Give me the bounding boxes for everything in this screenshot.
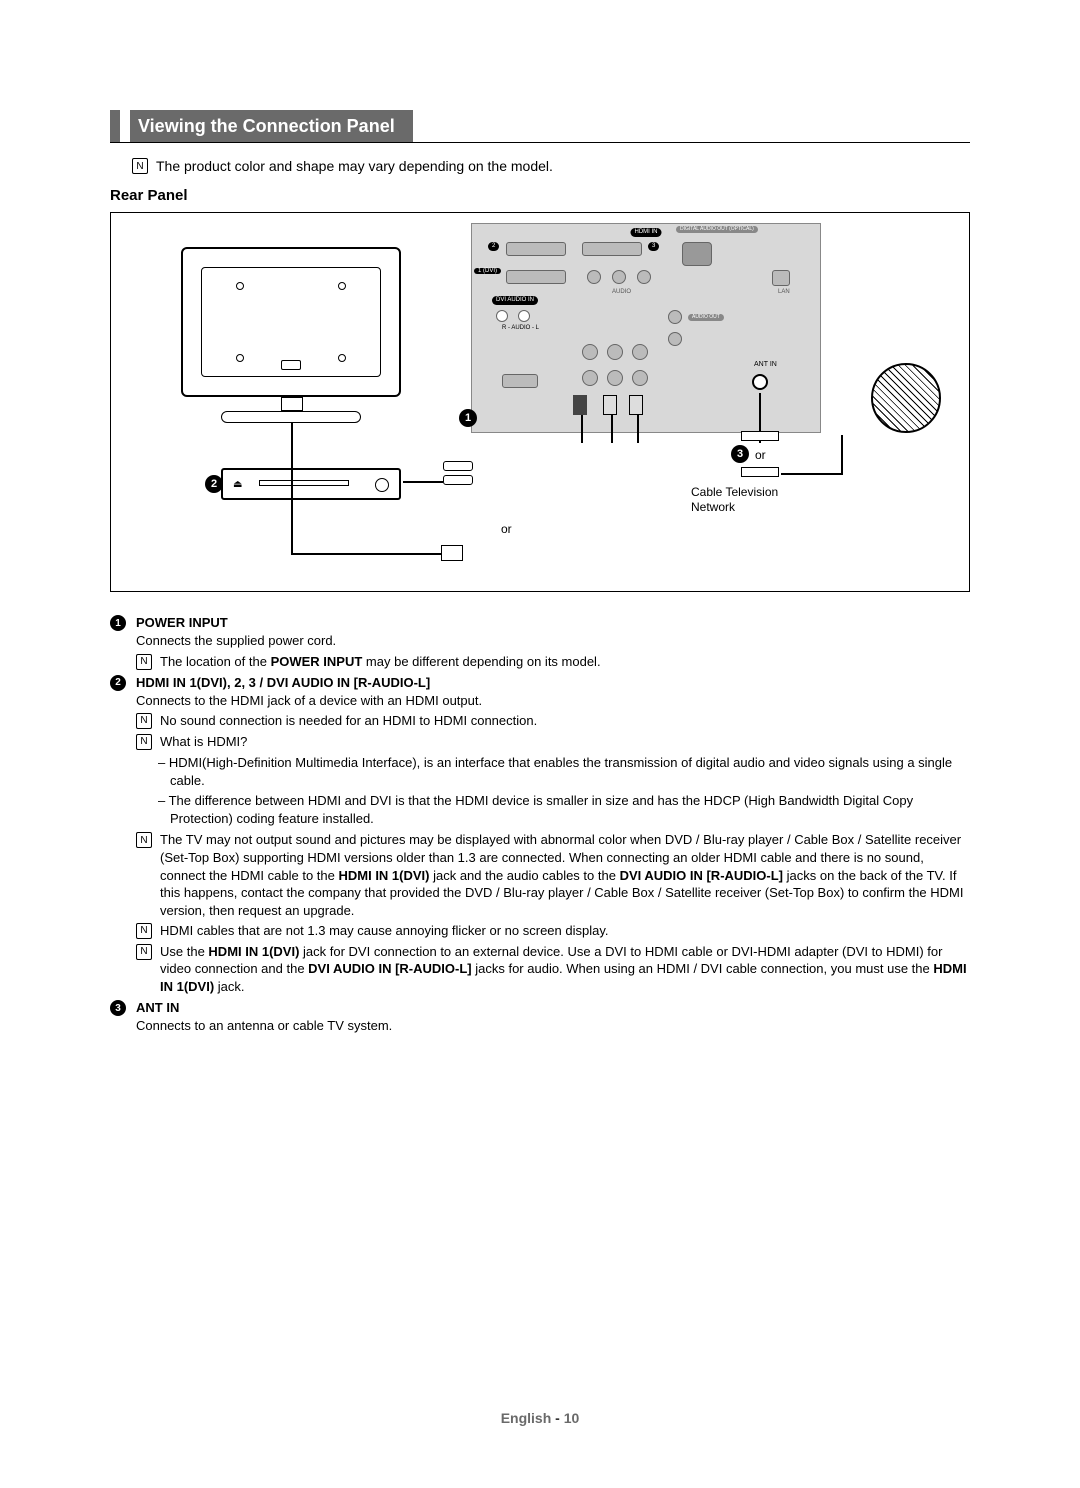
item-note: N No sound connection is needed for an HD… <box>136 712 970 730</box>
label-digital-audio: DIGITAL AUDIO OUT (OPTICAL) <box>676 226 758 233</box>
diagram-marker-3: 3 <box>731 445 749 463</box>
note-icon: N <box>136 654 152 670</box>
item-description: Connects the supplied power cord. <box>136 632 970 650</box>
dvd-player: ⏏ <box>221 468 401 500</box>
label-audio-out: AUDIO OUT <box>688 314 724 321</box>
label-ant-in: ANT IN <box>750 360 781 369</box>
item-title: HDMI IN 1(DVI), 2, 3 / DVI AUDIO IN [R-A… <box>136 674 970 692</box>
label-port2: 2 <box>488 242 499 250</box>
item-note-text: Use the HDMI IN 1(DVI) jack for DVI conn… <box>160 943 970 996</box>
title-accent <box>110 110 120 142</box>
item-note: N The location of the POWER INPUT may be … <box>136 653 970 671</box>
item-note-text: What is HDMI? <box>160 733 247 751</box>
note-icon: N <box>136 832 152 848</box>
list-item: 2 HDMI IN 1(DVI), 2, 3 / DVI AUDIO IN [R-… <box>110 674 970 995</box>
item-note-text: The location of the POWER INPUT may be d… <box>160 653 601 671</box>
item-note-text: The TV may not output sound and pictures… <box>160 831 970 919</box>
item-note-text: HDMI cables that are not 1.3 may cause a… <box>160 922 608 940</box>
page-footer: English - 10 <box>0 1409 1080 1428</box>
note-icon: N <box>136 944 152 960</box>
top-note-text: The product color and shape may vary dep… <box>156 157 553 176</box>
item-note: N The TV may not output sound and picture… <box>136 831 970 919</box>
item-title: POWER INPUT <box>136 614 970 632</box>
item-description: Connects to the HDMI jack of a device wi… <box>136 692 970 710</box>
item-number: 3 <box>110 1000 126 1016</box>
item-number: 1 <box>110 615 126 631</box>
cable-tv-label-2: Network <box>691 500 778 514</box>
item-title: ANT IN <box>136 999 970 1017</box>
item-note-text: No sound connection is needed for an HDM… <box>160 712 537 730</box>
bullet-item: The difference between HDMI and DVI is t… <box>158 792 970 827</box>
top-note: N The product color and shape may vary d… <box>132 157 970 176</box>
item-note: N Use the HDMI IN 1(DVI) jack for DVI con… <box>136 943 970 996</box>
connection-panel: HDMI IN 2 3 1 (DVI) DVI AUDIO IN R - AUD… <box>471 223 821 433</box>
rear-panel-diagram: HDMI IN 2 3 1 (DVI) DVI AUDIO IN R - AUD… <box>110 212 970 592</box>
footer-sep: - <box>551 1410 563 1426</box>
item-note: N What is HDMI? <box>136 733 970 751</box>
note-icon: N <box>136 923 152 939</box>
label-port3: 3 <box>648 242 659 250</box>
item-number: 2 <box>110 675 126 691</box>
section-title-bar: Viewing the Connection Panel <box>110 110 970 143</box>
label-hdmi-in: HDMI IN <box>631 228 662 236</box>
label-port1: 1 (DVI) <box>474 268 501 274</box>
subheading: Rear Panel <box>110 186 970 206</box>
list-item: 1 POWER INPUTConnects the supplied power … <box>110 614 970 670</box>
cable-tv-label-1: Cable Television <box>691 485 778 499</box>
label-dvi-audio: DVI AUDIO IN <box>492 296 538 304</box>
footer-language: English <box>501 1410 552 1426</box>
label-lan: LAN <box>774 288 794 296</box>
item-description: Connects to an antenna or cable TV syste… <box>136 1017 970 1035</box>
note-icon: N <box>136 713 152 729</box>
diagram-or-1: or <box>755 447 766 463</box>
tv-outline <box>181 247 401 397</box>
footer-page: 10 <box>564 1410 580 1426</box>
satellite-dish-icon <box>871 363 941 433</box>
note-icon: N <box>136 734 152 750</box>
note-bullets: HDMI(High-Definition Multimedia Interfac… <box>158 754 970 827</box>
label-audio: AUDIO <box>608 288 635 296</box>
item-note: N HDMI cables that are not 1.3 may cause … <box>136 922 970 940</box>
list-item: 3 ANT INConnects to an antenna or cable T… <box>110 999 970 1034</box>
section-title: Viewing the Connection Panel <box>130 110 413 142</box>
diagram-or-2: or <box>501 521 512 537</box>
bullet-item: HDMI(High-Definition Multimedia Interfac… <box>158 754 970 789</box>
items-list: 1 POWER INPUTConnects the supplied power … <box>110 614 970 1034</box>
note-icon: N <box>132 158 148 174</box>
